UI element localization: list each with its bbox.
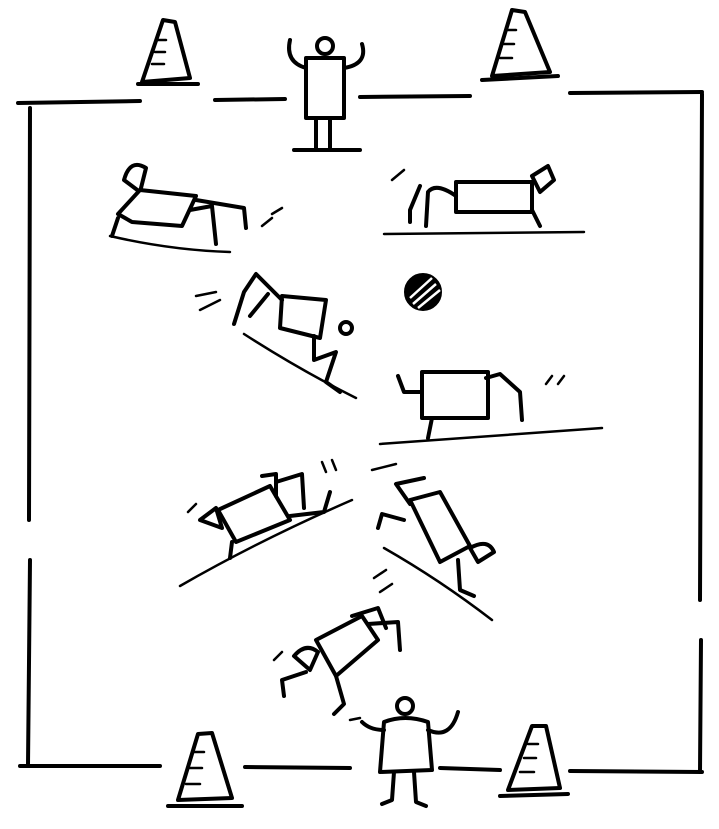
ball (404, 273, 442, 311)
body (408, 490, 472, 564)
limbs (408, 184, 542, 228)
limbs (280, 606, 402, 716)
cone-base (498, 792, 570, 798)
limbs (110, 198, 248, 246)
head (122, 163, 148, 194)
body (378, 716, 434, 774)
body (216, 484, 292, 544)
legs (380, 770, 428, 808)
field-right-line (698, 92, 704, 774)
head (468, 541, 496, 564)
cone-body (490, 8, 552, 78)
crab-figure (370, 462, 496, 622)
cone-marks (518, 742, 540, 774)
ball-body (404, 273, 442, 311)
cone (166, 731, 244, 808)
body (314, 614, 380, 678)
body (304, 56, 346, 120)
arms (287, 38, 366, 70)
limbs (232, 272, 342, 394)
body (278, 294, 328, 340)
field-lines (16, 90, 704, 774)
cone-base (480, 74, 560, 82)
cone-marks (150, 38, 168, 66)
cone-body (140, 18, 192, 84)
limbs (376, 476, 476, 598)
head (338, 320, 354, 336)
body (116, 188, 198, 228)
head (395, 696, 415, 716)
legs (292, 116, 362, 152)
field-top-line (16, 90, 704, 105)
motion-lines (370, 462, 494, 622)
cone-marks (184, 750, 206, 786)
standing-figure (360, 696, 460, 808)
crab-figure (108, 163, 284, 254)
cone-body (176, 731, 234, 802)
standing-figure (287, 36, 366, 152)
head (315, 36, 335, 56)
motion-lines (108, 206, 284, 254)
arms (360, 710, 460, 735)
crab-figure (194, 272, 358, 400)
cone (480, 8, 560, 82)
motion-lines (272, 568, 394, 722)
motion-lines (378, 374, 604, 446)
limbs (396, 372, 524, 440)
crab-figure (272, 568, 402, 722)
crab-figure (178, 458, 354, 588)
field-bottom-line (18, 764, 704, 774)
head (530, 164, 556, 194)
cone (498, 724, 570, 798)
body (454, 180, 534, 214)
head (198, 506, 224, 530)
crab-figure (382, 164, 586, 236)
body (420, 370, 490, 420)
cone-marks (498, 28, 518, 60)
motion-lines (178, 458, 354, 588)
motion-lines (382, 168, 586, 236)
cone (136, 18, 200, 86)
motion-lines (194, 290, 358, 400)
crab-figure (378, 370, 604, 446)
head (292, 645, 320, 672)
limbs (228, 472, 332, 560)
field-left-line (26, 106, 32, 767)
ball-stripes (409, 277, 441, 309)
